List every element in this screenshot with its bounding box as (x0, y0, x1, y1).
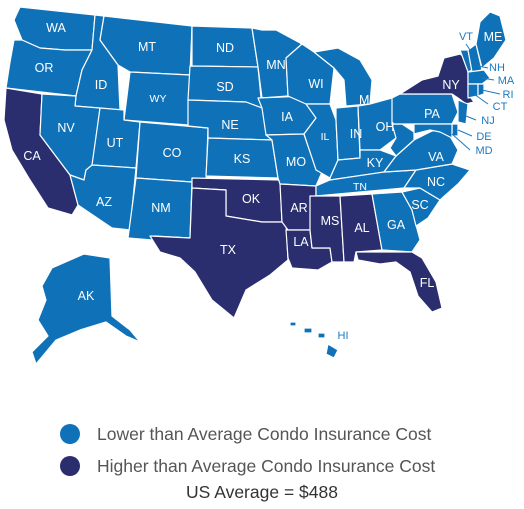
state-label-OR: OR (35, 61, 54, 75)
state-label-VT: VT (459, 31, 473, 43)
us-states-map: WA OR CA ID NV MT WY UT AZ CO NM ND SD N… (3, 6, 515, 365)
state-label-NC: NC (427, 175, 445, 189)
state-label-AZ: AZ (96, 195, 112, 209)
state-label-OK: OK (242, 192, 261, 206)
state-label-NH: NH (489, 62, 505, 74)
state-label-WI: WI (308, 77, 323, 91)
state-label-RI: RI (503, 89, 514, 101)
legend-item-lower: Lower than Average Condo Insurance Cost (60, 418, 500, 450)
state-label-MN: MN (266, 58, 285, 72)
legend-swatch-higher (60, 456, 80, 476)
us-average-caption: US Average = $488 (186, 482, 338, 502)
state-MD (413, 123, 453, 139)
state-label-NJ: NJ (481, 115, 494, 127)
state-label-ME: ME (484, 30, 503, 44)
state-label-SD: SD (216, 80, 233, 94)
state-label-GA: GA (387, 218, 406, 232)
state-HI (289, 321, 339, 359)
state-label-DE: DE (476, 131, 491, 143)
state-label-MA: MA (498, 75, 515, 87)
state-FL (355, 251, 443, 313)
state-label-FL: FL (420, 276, 435, 290)
state-ME (475, 11, 507, 69)
state-label-HI: HI (338, 330, 349, 342)
state-label-ID: ID (95, 78, 108, 92)
legend-label-higher: Higher than Average Condo Insurance Cost (97, 455, 436, 476)
state-label-LA: LA (293, 235, 309, 249)
state-NJ (457, 99, 469, 125)
map-legend: Lower than Average Condo Insurance Cost … (60, 418, 500, 482)
state-AK (31, 253, 141, 365)
state-label-IL: IL (321, 131, 330, 143)
legend-item-higher: Higher than Average Condo Insurance Cost (60, 450, 500, 482)
state-label-NV: NV (57, 121, 75, 135)
state-label-UT: UT (107, 136, 124, 150)
state-label-CO: CO (163, 146, 182, 160)
state-label-TX: TX (220, 243, 237, 257)
state-label-CA: CA (23, 149, 41, 163)
state-label-MT: MT (138, 40, 156, 54)
state-label-PA: PA (424, 107, 440, 121)
small-state-leader-lines (451, 43, 501, 151)
state-label-KY: KY (367, 156, 384, 170)
state-TX (149, 187, 289, 319)
state-label-CT: CT (493, 101, 508, 113)
state-MA (467, 69, 491, 85)
state-label-NY: NY (442, 78, 460, 92)
state-label-WY: WY (150, 93, 167, 105)
state-label-WA: WA (46, 21, 66, 35)
state-label-OH: OH (376, 120, 395, 134)
state-label-MS: MS (321, 214, 340, 228)
state-label-AR: AR (290, 201, 307, 215)
state-IL (303, 103, 339, 179)
state-label-AL: AL (354, 221, 369, 235)
state-WV (389, 123, 415, 157)
state-label-IN: IN (350, 127, 363, 141)
state-VA (383, 125, 459, 173)
state-label-AK: AK (78, 289, 95, 303)
state-label-KS: KS (234, 152, 251, 166)
state-label-MO: MO (286, 155, 306, 169)
state-label-NM: NM (151, 201, 170, 215)
legend-swatch-lower (60, 424, 80, 444)
state-label-ND: ND (216, 41, 234, 55)
state-label-VA: VA (428, 150, 444, 164)
legend-label-lower: Lower than Average Condo Insurance Cost (97, 423, 432, 444)
state-label-IA: IA (281, 110, 293, 124)
state-label-MI: MI (359, 93, 373, 107)
state-label-TN: TN (353, 181, 367, 193)
state-label-NE: NE (221, 118, 238, 132)
state-label-MD: MD (475, 145, 492, 157)
state-label-SC: SC (411, 198, 428, 212)
state-RI (477, 83, 485, 97)
